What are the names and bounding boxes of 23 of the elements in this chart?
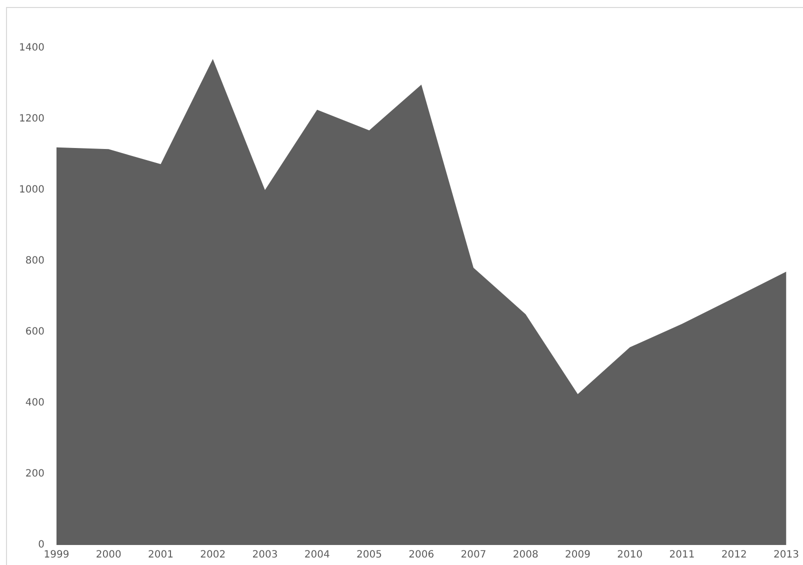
x-tick-label: 2003 — [252, 550, 278, 561]
y-tick-label: 200 — [25, 468, 44, 480]
x-tick-label: 2009 — [565, 550, 590, 561]
x-tick-label: 2006 — [408, 550, 434, 561]
x-tick-label: 2011 — [669, 550, 695, 561]
x-tick-label: 2010 — [617, 550, 643, 561]
y-tick-label: 1000 — [18, 184, 44, 196]
x-tick-label: 2002 — [200, 550, 226, 561]
y-tick-label: 0 — [38, 540, 44, 551]
x-tick-label: 2000 — [96, 550, 122, 561]
x-tick-label: 1999 — [44, 550, 70, 561]
x-tick-label: 2013 — [774, 550, 799, 561]
x-tick-label: 2008 — [512, 550, 538, 561]
y-tick-label: 1400 — [18, 42, 44, 54]
y-tick-label: 600 — [25, 326, 44, 338]
x-tick-label: 2004 — [304, 550, 330, 561]
y-tick-label: 1200 — [18, 114, 44, 125]
y-tick-label: 400 — [25, 398, 44, 409]
x-tick-label: 2007 — [460, 550, 486, 561]
x-tick-label: 2005 — [356, 550, 382, 561]
y-tick-label: 800 — [25, 256, 44, 267]
x-tick-label: 2012 — [721, 550, 747, 561]
x-tick-label: 2001 — [148, 550, 174, 561]
